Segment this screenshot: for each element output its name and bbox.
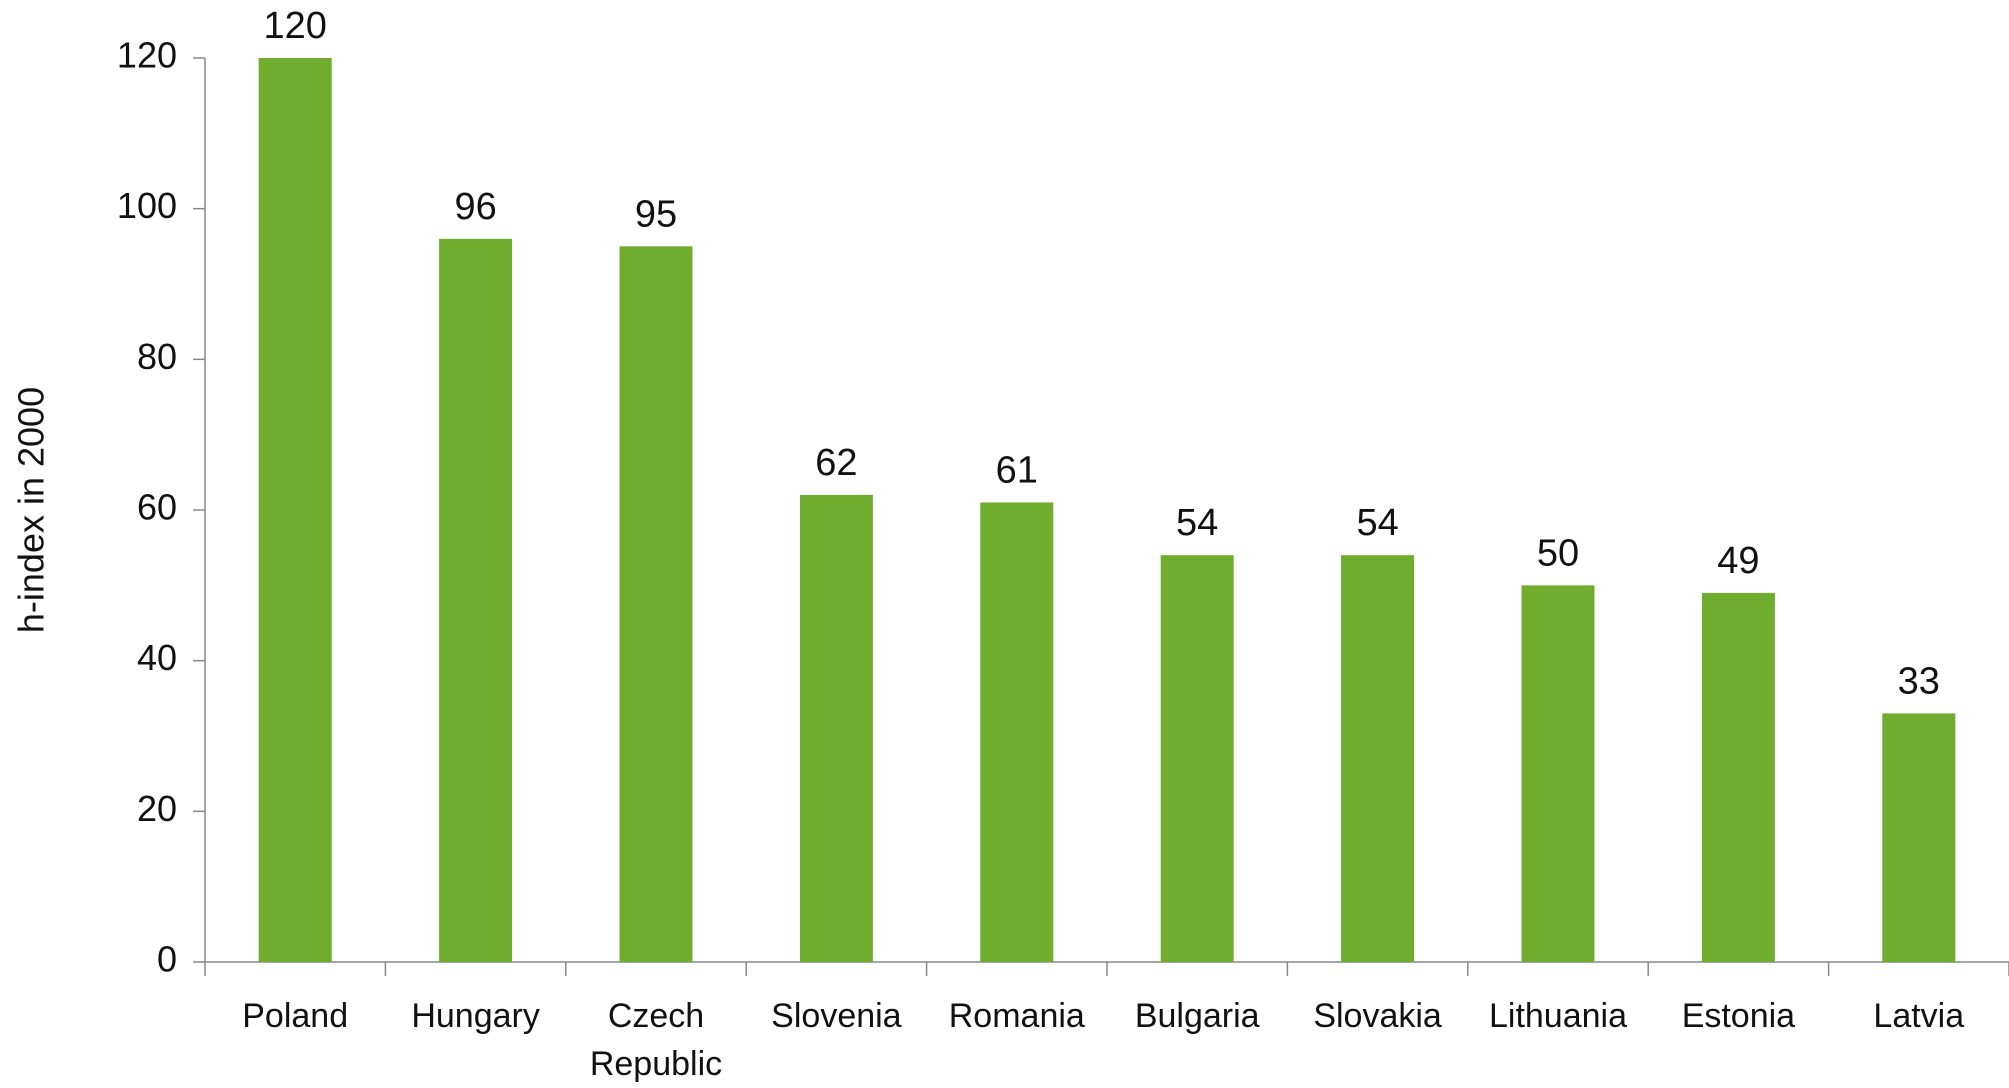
bar	[1160, 555, 1234, 962]
x-tick-label: Bulgaria	[1134, 997, 1260, 1035]
value-label: 120	[263, 5, 326, 47]
y-tick-label: 60	[137, 487, 177, 528]
bar	[980, 502, 1054, 962]
bar	[1882, 713, 1956, 962]
y-tick-label: 0	[157, 939, 177, 980]
value-label: 54	[1356, 502, 1398, 544]
value-label: 50	[1537, 532, 1579, 574]
value-label: 49	[1717, 540, 1759, 582]
value-label: 62	[815, 442, 857, 484]
bar	[619, 246, 693, 963]
value-label: 54	[1176, 502, 1218, 544]
bar	[1701, 592, 1775, 962]
y-axis-label: h-index in 2000	[11, 387, 52, 633]
value-label: 33	[1898, 660, 1940, 702]
x-tick-label: Romania	[948, 997, 1085, 1035]
x-tick-label: Lithuania	[1488, 997, 1627, 1035]
y-tick-label: 20	[137, 788, 177, 829]
y-tick-label: 40	[137, 637, 177, 678]
bar	[258, 58, 332, 962]
x-tick-label: Slovenia	[771, 997, 902, 1035]
value-label: 61	[996, 449, 1038, 491]
x-tick-label: Czech Republic	[589, 997, 723, 1083]
bar	[799, 494, 873, 962]
value-label: 96	[454, 186, 496, 228]
value-label: 95	[635, 193, 677, 235]
x-tick-label: Hungary	[411, 997, 540, 1035]
x-tick-label: Poland	[242, 997, 349, 1035]
bar	[1341, 555, 1415, 962]
x-tick-label: Estonia	[1681, 997, 1796, 1035]
y-tick-label: 120	[117, 35, 177, 76]
y-tick-label: 100	[117, 185, 177, 226]
x-tick-label: Latvia	[1873, 997, 1965, 1035]
bar	[1521, 585, 1595, 962]
y-tick-label: 80	[137, 336, 177, 377]
x-tick-label: Slovakia	[1313, 997, 1442, 1035]
bar	[439, 238, 513, 963]
